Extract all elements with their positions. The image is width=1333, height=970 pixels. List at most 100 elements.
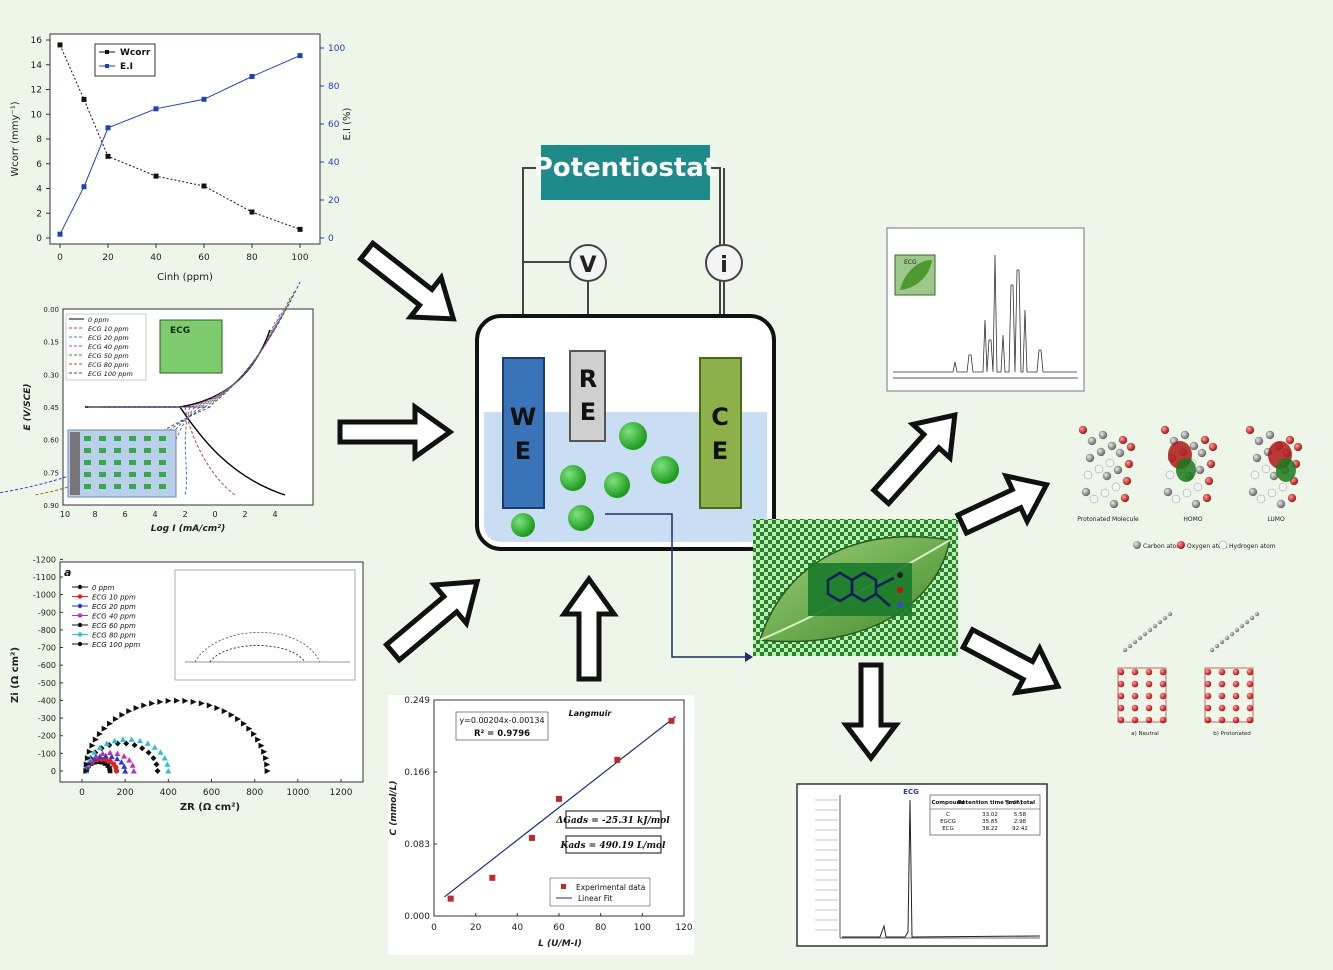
lattice-atom xyxy=(1145,692,1153,700)
lattice-atom xyxy=(1218,692,1226,700)
y-tick-label: 0.60 xyxy=(43,437,59,445)
md-simulation-panel: a) Neutral b) Protonated xyxy=(1117,611,1260,737)
data-point xyxy=(228,711,235,718)
atom xyxy=(1165,470,1175,480)
legend-label: ECG 10 ppm xyxy=(88,325,129,333)
y-tick-label: -1200 xyxy=(33,555,56,564)
table-header: Retention time (min) xyxy=(958,800,1023,806)
inset-molecule-dot xyxy=(99,460,106,465)
atom xyxy=(1100,488,1110,498)
data-point xyxy=(153,173,159,179)
inset-molecule-dot xyxy=(144,448,151,453)
data-point xyxy=(123,740,130,747)
x-tick-label: 6 xyxy=(122,510,127,519)
inset-molecule-dot xyxy=(159,484,166,489)
md-label-neutral: a) Neutral xyxy=(1131,731,1159,737)
data-point xyxy=(249,74,255,79)
lattice-atom xyxy=(1131,716,1139,724)
legend-label: ECG 50 ppm xyxy=(88,352,129,360)
data-point xyxy=(122,768,129,774)
atom xyxy=(1293,442,1303,452)
lattice-atom xyxy=(1159,668,1167,676)
data-point xyxy=(57,42,63,48)
lattice-atom xyxy=(1131,680,1139,688)
k-box xyxy=(565,835,662,854)
atom xyxy=(1109,499,1119,509)
table-cell: 33.02 xyxy=(982,812,998,818)
data-point xyxy=(96,730,103,737)
atom xyxy=(1163,487,1173,497)
data-point xyxy=(114,750,121,756)
x-tick-label: 40 xyxy=(150,253,162,263)
data-point xyxy=(263,755,270,762)
atom xyxy=(1115,448,1125,458)
data-point xyxy=(201,96,207,102)
leaf-panel xyxy=(753,519,958,656)
atom xyxy=(1256,494,1266,504)
legend-marker xyxy=(77,613,83,618)
x-tick-label: 100 xyxy=(291,253,308,263)
inset-molecule-dot xyxy=(144,460,151,465)
working-electrode xyxy=(502,357,545,509)
inset-molecule-dot xyxy=(129,472,136,477)
adsorbed-atom xyxy=(1122,647,1128,653)
y-tick-label: 12 xyxy=(31,86,42,96)
legend-marker xyxy=(561,884,566,889)
y2-tick-label: 100 xyxy=(328,44,345,54)
potentiostat-box xyxy=(541,145,710,200)
y-tick-label: 16 xyxy=(31,36,43,46)
atom xyxy=(1113,465,1123,475)
legend-label: ECG 40 ppm xyxy=(92,613,136,621)
ce-letter-1: C xyxy=(711,403,729,431)
nmr-inset-label: ECG xyxy=(904,259,917,266)
inset-molecule-dot xyxy=(129,484,136,489)
y-tick-label: 0.90 xyxy=(43,502,59,510)
inset-arc xyxy=(209,645,306,663)
table-cell: ECG xyxy=(942,826,954,832)
data-point xyxy=(157,749,164,755)
data-point xyxy=(221,708,228,715)
data-point xyxy=(153,761,160,768)
inset-arc xyxy=(194,631,321,663)
data-point xyxy=(198,700,205,707)
data-point xyxy=(107,749,114,756)
lattice-atom xyxy=(1131,704,1139,712)
y2-tick-label: 0 xyxy=(328,234,334,244)
k-text: Kads = 490.19 L/mol xyxy=(560,841,667,851)
data-point xyxy=(121,753,128,759)
legend-marker xyxy=(77,641,83,647)
y-tick-label: 0.000 xyxy=(404,912,430,922)
lattice-atom xyxy=(1159,692,1167,700)
adsorbed-atom xyxy=(1209,647,1215,653)
data-point xyxy=(102,752,109,759)
data-point xyxy=(150,755,157,762)
atom xyxy=(1195,465,1205,475)
atom xyxy=(1122,476,1132,486)
table-cell: 38.22 xyxy=(982,826,998,832)
legend-label: 0 ppm xyxy=(92,584,115,592)
inset-molecule-dot xyxy=(114,460,121,465)
x-tick-label: 400 xyxy=(160,788,177,798)
data-point xyxy=(108,753,115,760)
data-point xyxy=(136,737,143,744)
legend-marker xyxy=(77,622,83,628)
dg-box xyxy=(565,810,662,829)
data-point xyxy=(133,705,140,712)
legend-box xyxy=(549,877,651,907)
data-point xyxy=(261,748,268,755)
x-tick-label: 2 xyxy=(182,510,187,519)
data-point xyxy=(264,761,271,768)
lattice-atom xyxy=(1204,680,1212,688)
lattice-atom xyxy=(1246,692,1254,700)
legend-label: Linear Fit xyxy=(578,894,613,903)
data-point xyxy=(105,125,111,131)
x-tick-label: 8 xyxy=(92,510,97,519)
inset-molecule-dot xyxy=(84,448,91,453)
legend-label: ECG 60 ppm xyxy=(92,622,136,630)
atom xyxy=(1182,488,1192,498)
data-point xyxy=(119,711,126,718)
data-point xyxy=(489,874,496,881)
table-cell: C xyxy=(946,812,950,818)
data-point xyxy=(81,96,87,102)
